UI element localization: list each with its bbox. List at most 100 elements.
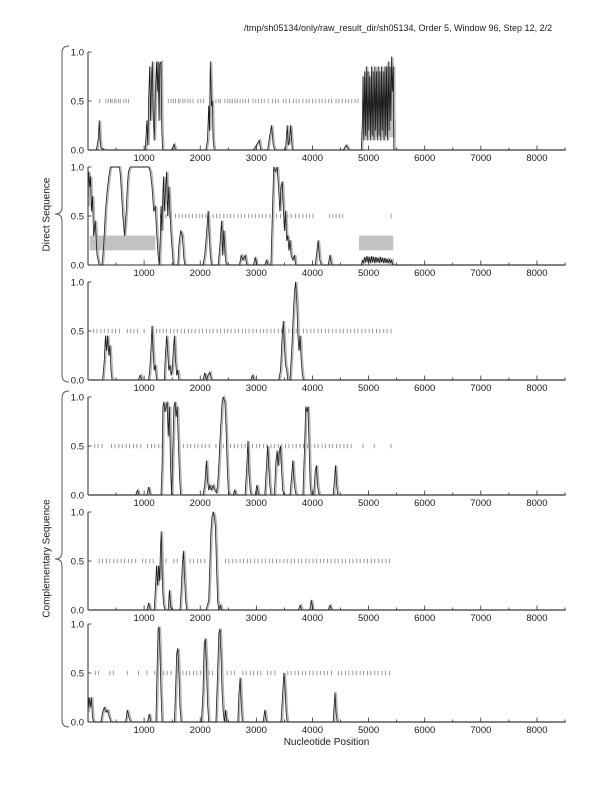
svg-text:2000: 2000	[190, 153, 211, 164]
svg-text:6000: 6000	[414, 153, 435, 164]
panel-5-markers	[98, 558, 390, 564]
svg-text:0.0: 0.0	[71, 375, 84, 386]
svg-text:7000: 7000	[470, 725, 491, 736]
panel-2-markers	[159, 213, 392, 219]
svg-text:8000: 8000	[526, 268, 547, 279]
svg-text:6000: 6000	[414, 383, 435, 394]
svg-text:4000: 4000	[302, 268, 323, 279]
svg-text:8000: 8000	[526, 498, 547, 509]
svg-text:2000: 2000	[190, 268, 211, 279]
svg-text:7000: 7000	[470, 153, 491, 164]
svg-text:8000: 8000	[526, 383, 547, 394]
svg-text:5000: 5000	[358, 498, 379, 509]
panel-2: 0.0 0.5 1.0 1000 2000 3000 4000 5000 6000 7000 800…	[71, 162, 567, 279]
svg-text:2000: 2000	[190, 383, 211, 394]
svg-text:1000: 1000	[134, 153, 155, 164]
panel-4-axes	[87, 396, 566, 496]
svg-text:6000: 6000	[414, 498, 435, 509]
svg-text:4000: 4000	[302, 725, 323, 736]
svg-text:6000: 6000	[414, 613, 435, 624]
svg-text:1000: 1000	[134, 613, 155, 624]
panel-4-tick-labels: 0.0 0.5 1.0 1000 2000 3000 4000 5000 6000 7000 800…	[71, 392, 548, 509]
svg-text:5000: 5000	[358, 153, 379, 164]
svg-text:6000: 6000	[414, 268, 435, 279]
svg-text:3000: 3000	[246, 725, 267, 736]
panel-6-markers	[94, 670, 390, 676]
svg-text:7000: 7000	[470, 498, 491, 509]
panel-6-tick-labels: 0.0 0.5 1.0 1000 2000 3000 4000 5000 6000 7000 800…	[71, 619, 548, 736]
panel-4-curve	[88, 396, 565, 496]
svg-text:0.0: 0.0	[71, 605, 84, 616]
panel-5: 0.0 0.5 1.0 1000 2000 3000 4000 5000 6000 7000 800…	[71, 507, 567, 624]
svg-text:4000: 4000	[302, 613, 323, 624]
svg-text:4000: 4000	[302, 383, 323, 394]
plot-title: /tmp/sh05134/only/raw_result_dir/sh05134…	[243, 23, 553, 33]
svg-text:8000: 8000	[526, 153, 547, 164]
svg-text:1000: 1000	[134, 498, 155, 509]
svg-text:1000: 1000	[134, 268, 155, 279]
svg-text:1000: 1000	[134, 725, 155, 736]
panel-2-axes	[87, 166, 566, 266]
svg-text:0.0: 0.0	[71, 490, 84, 501]
svg-text:3000: 3000	[246, 613, 267, 624]
svg-text:3000: 3000	[246, 268, 267, 279]
direct-sequence-brace	[54, 45, 70, 383]
panel-1-curve	[88, 56, 565, 151]
svg-text:2000: 2000	[190, 498, 211, 509]
panel-4: 0.0 0.5 1.0 1000 2000 3000 4000 5000 6000 7000 800…	[71, 392, 567, 509]
panel-3-axes	[87, 281, 566, 381]
panel-1-tick-labels: 0.0 0.5 1.0 1000 2000 3000 4000 5000 6000 7000 800…	[71, 47, 548, 164]
svg-text:4000: 4000	[302, 153, 323, 164]
complementary-sequence-brace	[54, 390, 70, 728]
svg-text:7000: 7000	[470, 268, 491, 279]
svg-text:0.5: 0.5	[71, 326, 84, 337]
svg-text:1.0: 1.0	[71, 392, 84, 403]
svg-text:5000: 5000	[358, 613, 379, 624]
svg-text:0.5: 0.5	[71, 441, 84, 452]
svg-text:1.0: 1.0	[71, 162, 84, 173]
svg-text:8000: 8000	[526, 613, 547, 624]
svg-text:0.0: 0.0	[71, 260, 84, 271]
panel-6-curve-shadow	[88, 626, 567, 723]
panel-1-curve-shadow	[89, 56, 567, 151]
panel-3-markers	[93, 328, 392, 334]
panel-3-tick-labels: 0.0 0.5 1.0 1000 2000 3000 4000 5000 6000 7000 800…	[71, 277, 548, 394]
panel-3-curve-shadow	[89, 281, 567, 383]
svg-text:0.5: 0.5	[71, 211, 84, 222]
svg-text:1.0: 1.0	[71, 507, 84, 518]
panel-6: 0.0 0.5 1.0 1000 2000 3000 4000 5000 6000 7000 800…	[71, 619, 567, 736]
svg-text:4000: 4000	[302, 498, 323, 509]
panel-2-curve	[87, 166, 565, 266]
panel-2-curve-shadow	[88, 166, 567, 266]
panel-6-axes	[87, 623, 566, 723]
svg-text:3000: 3000	[246, 383, 267, 394]
panel-5-curve	[88, 511, 565, 611]
svg-text:3000: 3000	[246, 498, 267, 509]
panel-1-axes	[87, 51, 566, 151]
panel-3: 0.0 0.5 1.0 1000 2000 3000 4000 5000 6000 7000 800…	[71, 277, 567, 394]
panel-2-tick-labels: 0.0 0.5 1.0 1000 2000 3000 4000 5000 6000 7000 800…	[71, 162, 548, 279]
svg-text:1.0: 1.0	[71, 619, 84, 630]
panel-5-tick-labels: 0.0 0.5 1.0 1000 2000 3000 4000 5000 6000 7000 800…	[71, 507, 548, 624]
svg-text:0.0: 0.0	[71, 717, 84, 728]
svg-text:8000: 8000	[526, 725, 547, 736]
svg-text:0.5: 0.5	[71, 668, 84, 679]
panel-3-curve	[88, 281, 565, 381]
svg-text:5000: 5000	[358, 383, 379, 394]
svg-text:0.0: 0.0	[71, 145, 84, 156]
svg-text:1.0: 1.0	[71, 47, 84, 58]
x-axis-label: Nucleotide Position	[283, 737, 370, 748]
panel-6-curve	[87, 626, 565, 723]
svg-text:0.5: 0.5	[71, 96, 84, 107]
svg-text:7000: 7000	[470, 613, 491, 624]
svg-text:1.0: 1.0	[71, 277, 84, 288]
svg-text:2000: 2000	[190, 613, 211, 624]
panel-2-highlight-rects	[89, 235, 394, 251]
svg-text:6000: 6000	[414, 725, 435, 736]
panel-5-axes	[87, 511, 566, 611]
svg-text:0.5: 0.5	[71, 556, 84, 567]
svg-text:5000: 5000	[358, 725, 379, 736]
panel-1: 0.0 0.5 1.0 1000 2000 3000 4000 5000 6000 7000 800…	[71, 47, 567, 164]
